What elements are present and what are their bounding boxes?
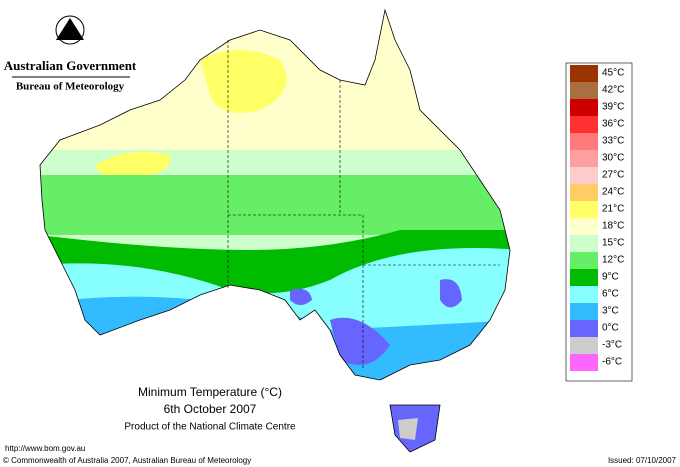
legend-label: 18°C xyxy=(602,221,624,232)
legend-swatch xyxy=(570,167,598,184)
legend-swatch xyxy=(570,150,598,167)
legend-swatch xyxy=(570,303,598,320)
crest xyxy=(55,15,85,45)
legend-label: -3°C xyxy=(602,340,622,351)
legend-label: 6°C xyxy=(602,289,619,300)
legend-label: 15°C xyxy=(602,238,624,249)
tasmania-cold xyxy=(398,418,418,440)
map-title: Minimum Temperature (°C) xyxy=(138,385,282,399)
legend-swatch xyxy=(570,65,598,82)
copyright: © Commonwealth of Australia 2007, Austra… xyxy=(3,456,251,465)
legend-swatch xyxy=(570,235,598,252)
legend-label: 42°C xyxy=(602,85,624,96)
map-date: 6th October 2007 xyxy=(164,402,257,416)
legend-swatch xyxy=(570,99,598,116)
legend-label: 33°C xyxy=(602,136,624,147)
legend-swatch xyxy=(570,201,598,218)
legend-swatch xyxy=(570,286,598,303)
legend-swatch xyxy=(570,269,598,286)
legend-label: 21°C xyxy=(602,204,624,215)
legend-swatch xyxy=(570,337,598,354)
legend: 45°C 42°C 39°C 36°C 33°C 30°C 27°C 24°C 21°C 18°C… xyxy=(570,65,624,371)
legend-swatch xyxy=(570,133,598,150)
legend-label: 9°C xyxy=(602,272,619,283)
state-borders xyxy=(227,40,500,370)
government-name: Australian Government xyxy=(4,58,137,73)
legend-label: 12°C xyxy=(602,255,624,266)
legend-swatch xyxy=(570,116,598,133)
legend-swatch xyxy=(570,82,598,99)
legend-label: 45°C xyxy=(602,68,624,79)
legend-label: 0°C xyxy=(602,323,619,334)
legend-label: 36°C xyxy=(602,119,624,130)
coastline xyxy=(39,8,511,381)
legend-swatch xyxy=(570,252,598,269)
legend-swatch xyxy=(570,354,598,371)
legend-label: 39°C xyxy=(602,102,624,113)
map-product: Product of the National Climate Centre xyxy=(124,422,296,433)
url: http://www.bom.gov.au xyxy=(5,444,85,453)
bureau-name: Bureau of Meteorology xyxy=(16,81,125,93)
legend-swatch xyxy=(570,320,598,337)
legend-label: 30°C xyxy=(602,153,624,164)
legend-swatch xyxy=(570,184,598,201)
legend-label: 27°C xyxy=(602,170,624,181)
legend-label: -6°C xyxy=(602,357,622,368)
legend-swatch xyxy=(570,218,598,235)
legend-label: 24°C xyxy=(602,187,624,198)
issued: Issued: 07/10/2007 xyxy=(608,456,677,465)
legend-label: 3°C xyxy=(602,306,619,317)
